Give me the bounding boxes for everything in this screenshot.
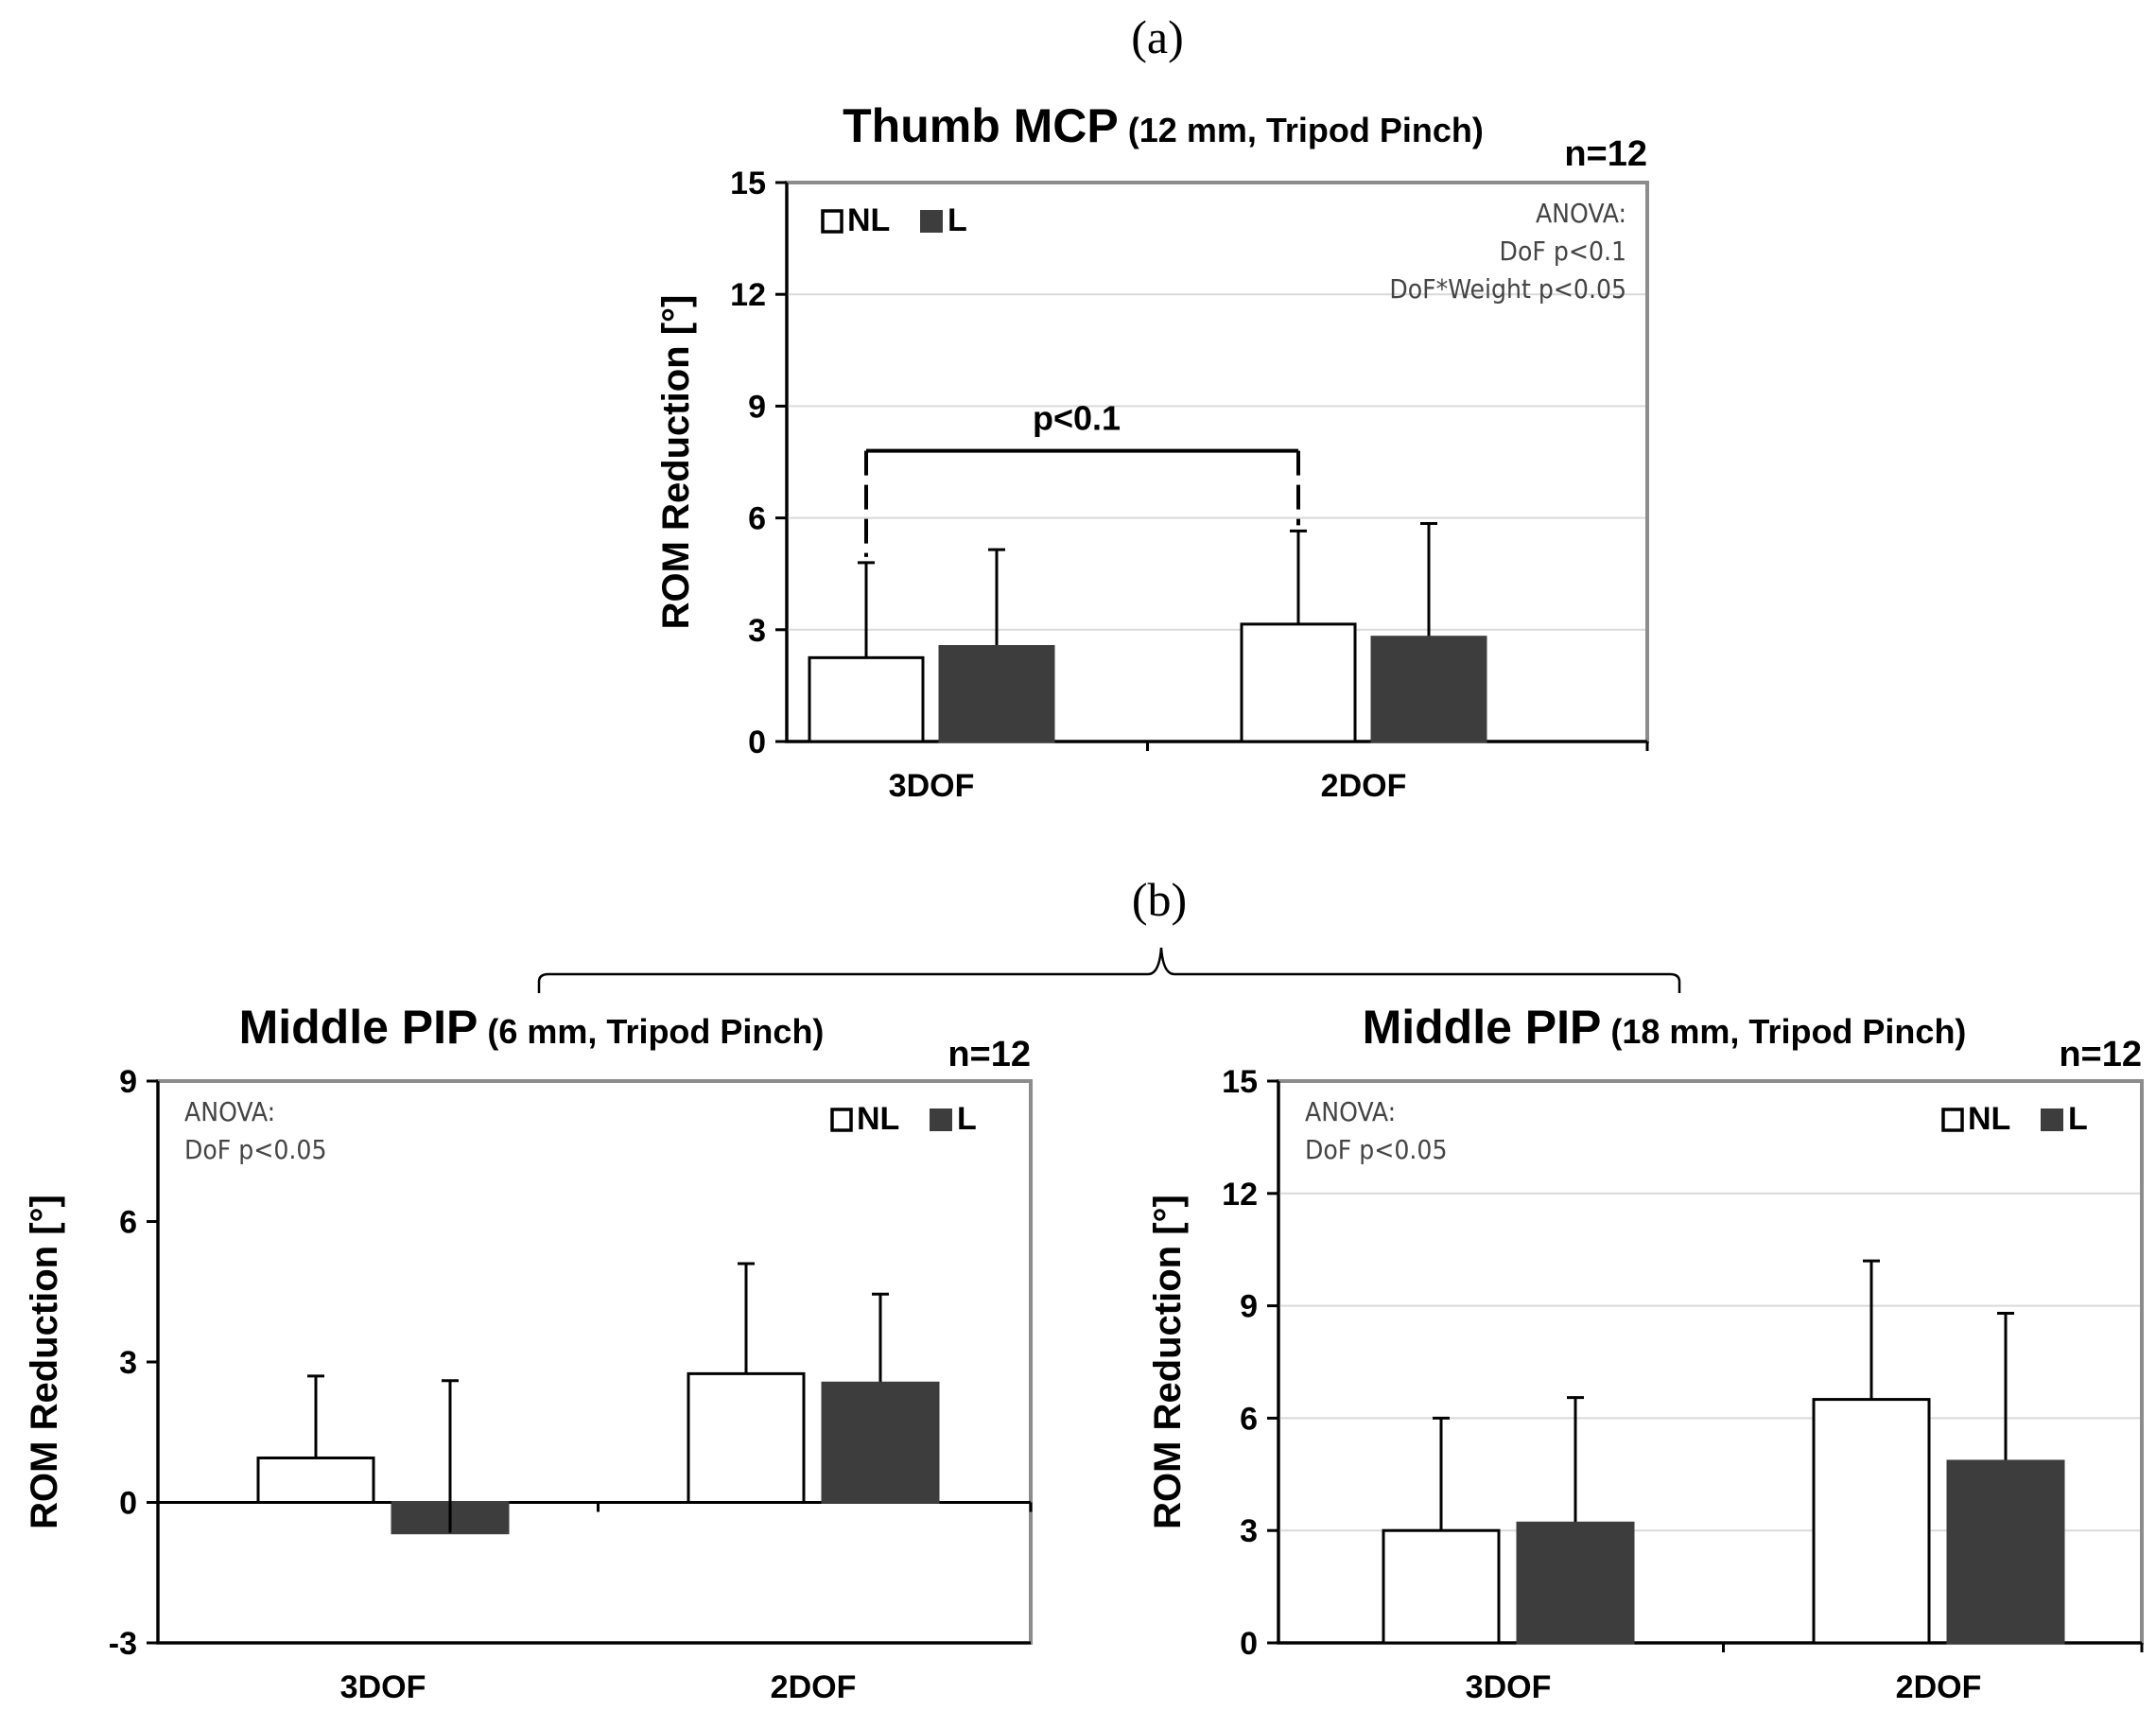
anova-annotation-line: ANOVA: [1536,198,1626,229]
bar-nl-3dof [256,1456,375,1504]
anova-annotation-line: DoF*Weight p<0.05 [1389,273,1626,305]
chart-title-subtitle: (12 mm, Tripod Pinch) [1128,111,1484,149]
legend-swatch-nl [830,1108,853,1132]
y-tick-label: 3 [1240,1513,1258,1549]
anova-annotation-line: DoF p<0.05 [1305,1134,1447,1165]
legend-label-nl: NL [857,1101,899,1137]
y-tick-label: 9 [119,1064,137,1100]
anova-annotation-line: DoF p<0.1 [1500,236,1626,267]
chart-thumb-mcp: Thumb MCP (12 mm, Tripod Pinch) n=12 0 3 6 9 12… [655,99,1649,804]
x-tick-label-2dof: 2DOF [771,1669,857,1705]
y-tick-label: 6 [1240,1401,1258,1437]
y-tick-label: 6 [119,1205,137,1241]
legend-swatch-nl [1941,1108,1964,1132]
anova-annotation-line: ANOVA: [184,1096,275,1127]
x-tick-label-3dof: 3DOF [1466,1669,1552,1705]
y-tick-label: 0 [1240,1626,1258,1662]
chart-title: Thumb MCP (12 mm, Tripod Pinch) [843,99,1484,152]
n-label: n=12 [1564,134,1647,174]
y-tick-label: 9 [1240,1289,1258,1325]
y-tick-label: 15 [1222,1064,1258,1100]
panel-b-brace [537,947,1681,993]
y-tick-label: -3 [109,1626,137,1662]
bar-l-2dof [1946,1459,2065,1645]
legend-swatch-l [930,1108,952,1131]
y-tick-label: 0 [748,724,766,760]
y-tick-label: 12 [1222,1177,1258,1213]
y-tick-label: 15 [730,166,766,201]
bar-l-3dof [1516,1521,1635,1645]
legend-label-nl: NL [847,202,890,238]
y-tick-label: 3 [119,1345,137,1381]
chart-title-main: Middle PIP [1363,1001,1602,1054]
chart-title-main: Thumb MCP [843,99,1119,152]
y-tick-label: 3 [748,613,766,649]
bar-l-2dof [821,1381,940,1505]
legend-label-nl: NL [1968,1101,2010,1137]
chart-title-subtitle: (6 mm, Tripod Pinch) [487,1012,824,1051]
y-tick-label: 6 [748,501,766,537]
y-axis-label: ROM Reduction [°] [24,1195,65,1529]
bar-l-2dof [1370,636,1487,743]
n-label: n=12 [2059,1035,2142,1074]
panel-label-a: (a) [1131,10,1184,63]
panel-label-b: (b) [1132,873,1187,926]
chart-title: Middle PIP (18 mm, Tripod Pinch) [1363,1001,1967,1054]
legend-label-l: L [957,1101,977,1137]
legend-label-l: L [2068,1101,2088,1137]
x-tick-label-3dof: 3DOF [340,1669,426,1705]
legend-swatch-l [2041,1108,2063,1131]
y-tick-label: 9 [748,389,766,425]
chart-middle-pip-6mm: Middle PIP (6 mm, Tripod Pinch) n=12 -3 0 3 6 9… [24,1001,1033,1705]
chart-title: Middle PIP (6 mm, Tripod Pinch) [239,1001,825,1054]
x-tick-label-3dof: 3DOF [889,768,975,804]
chart-middle-pip-18mm: Middle PIP (18 mm, Tripod Pinch) n=12 0 3 6 9 1… [1147,1001,2144,1705]
bar-nl-3dof [1382,1528,1501,1645]
plot-frame [156,1079,1033,1645]
legend-label-l: L [948,202,967,238]
x-tick-label-2dof: 2DOF [1321,768,1407,804]
y-axis-label: ROM Reduction [°] [655,295,697,630]
legend-swatch-l [920,210,943,233]
bar-nl-2dof [1240,622,1357,743]
bar-nl-3dof [808,655,925,743]
legend-swatch-nl [821,209,843,234]
n-label: n=12 [948,1035,1031,1074]
bar-nl-2dof [1812,1398,1931,1645]
x-tick-label-2dof: 2DOF [1896,1669,1982,1705]
bar-l-3dof [938,645,1055,743]
y-tick-label: 0 [119,1486,137,1522]
anova-annotation-line: ANOVA: [1305,1096,1396,1127]
significance-label: p<0.1 [1033,399,1121,438]
chart-title-main: Middle PIP [239,1001,478,1054]
bar-nl-2dof [687,1371,806,1504]
y-tick-label: 12 [730,277,766,313]
chart-title-subtitle: (18 mm, Tripod Pinch) [1610,1012,1966,1051]
y-axis-label: ROM Reduction [°] [1147,1195,1189,1529]
anova-annotation-line: DoF p<0.05 [184,1134,326,1165]
